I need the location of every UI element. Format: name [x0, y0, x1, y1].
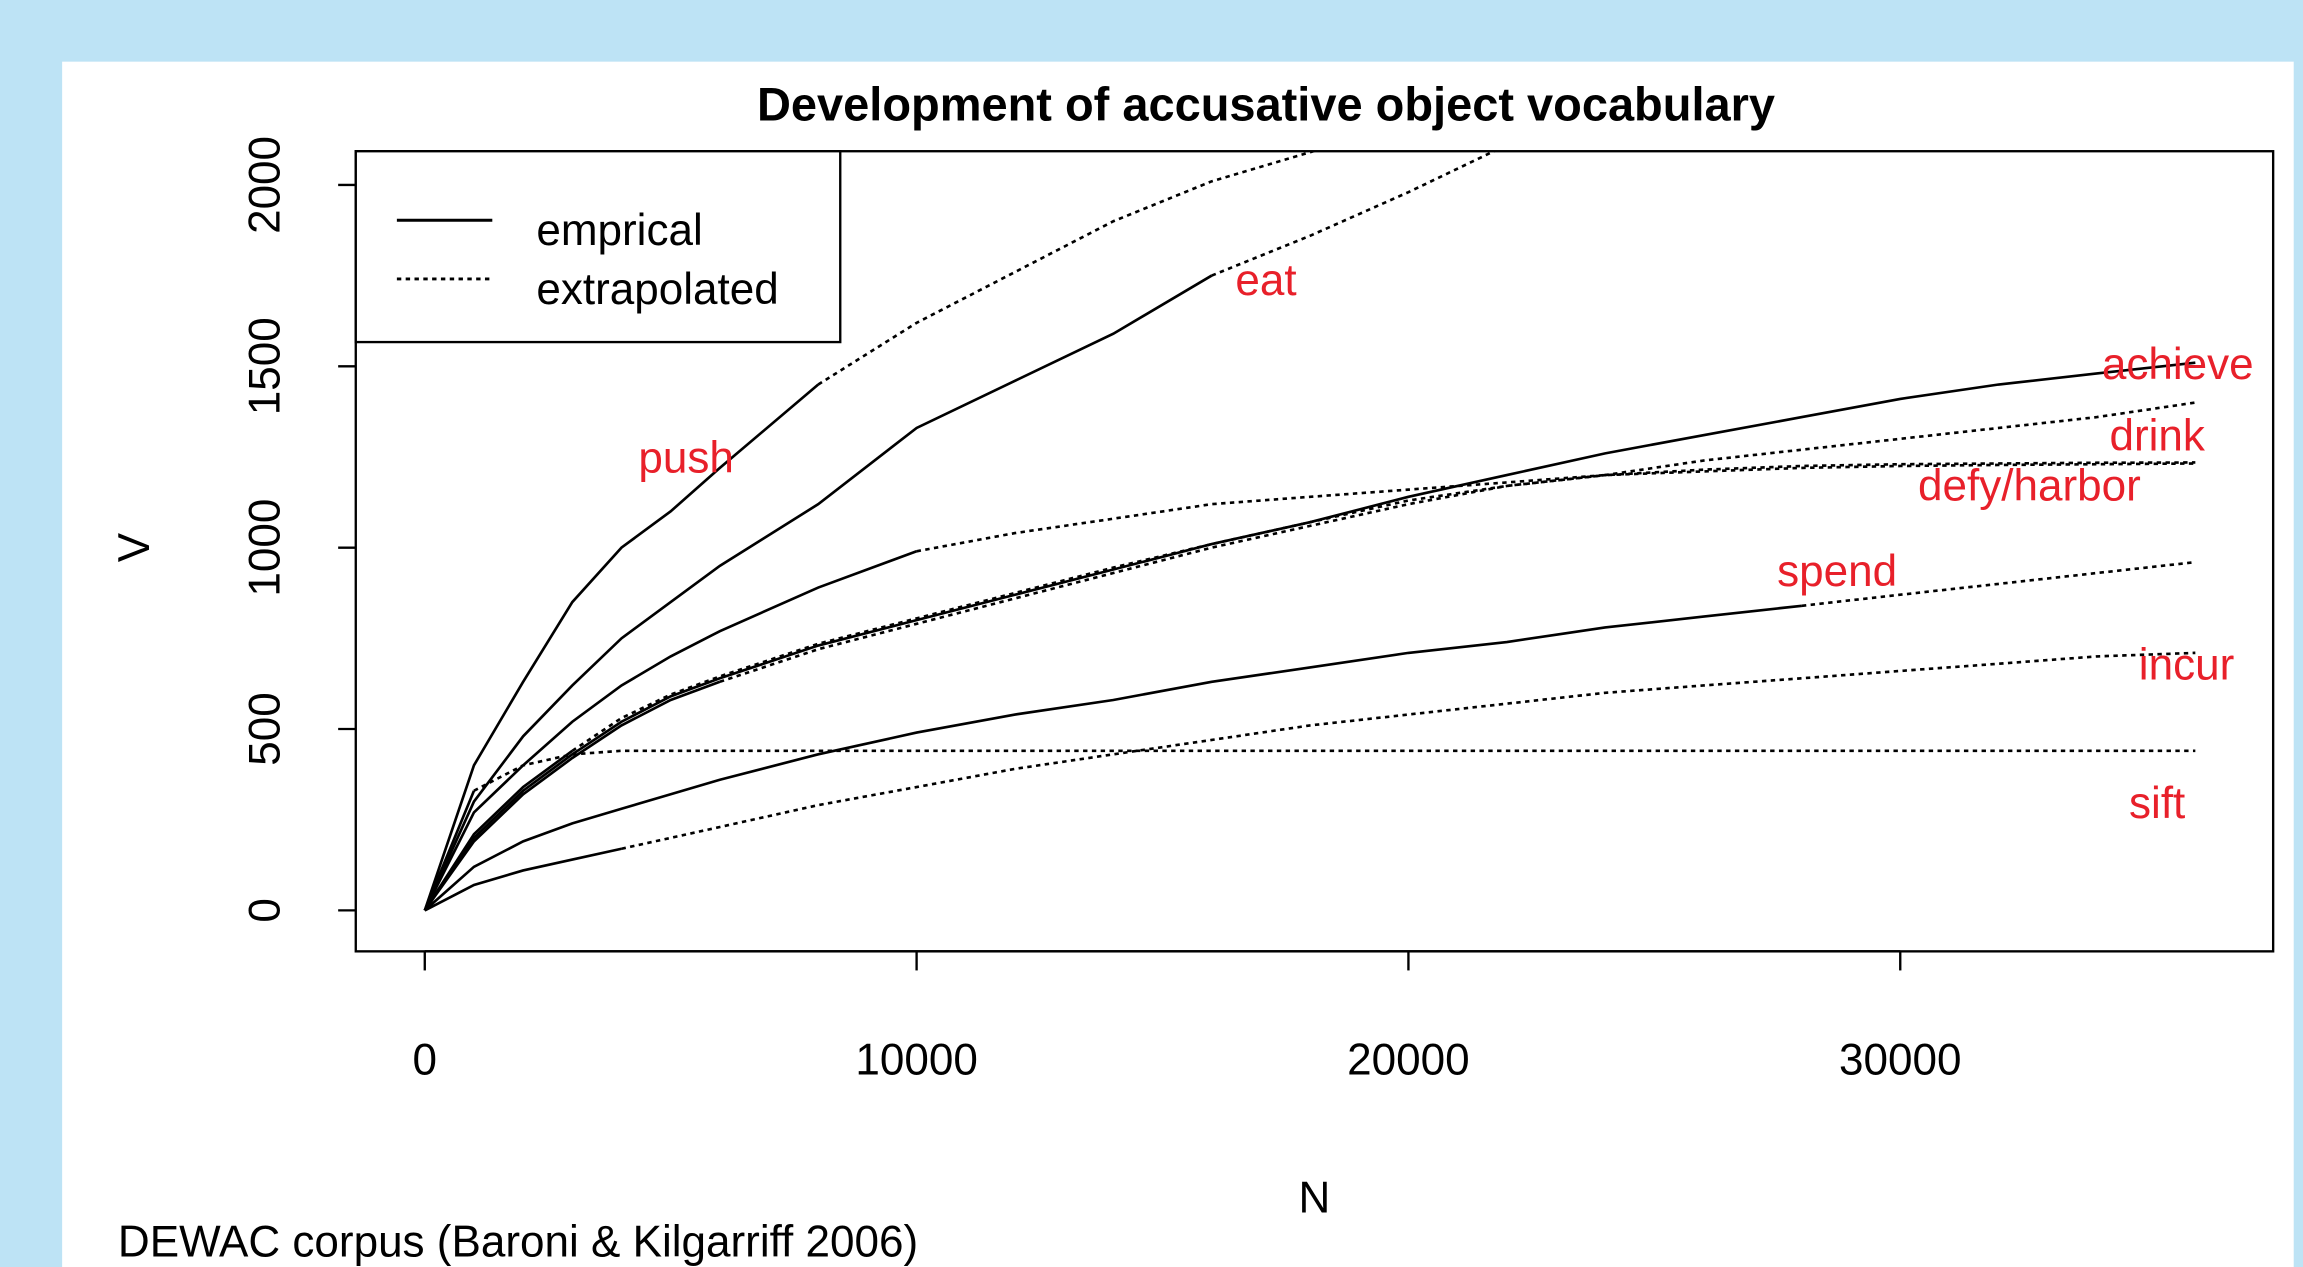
extrapolated-line: [817, 151, 1319, 386]
legend-label: extrapolated: [536, 265, 778, 314]
annotation: defy/harbor: [1918, 462, 2141, 511]
empirical-line: [423, 383, 820, 911]
chart-title: Development of accusative object vocabul…: [757, 77, 1775, 130]
annotation: eat: [1235, 256, 1296, 305]
extrapolated-line: [1801, 560, 2196, 608]
y-tick-label: 2000: [240, 136, 289, 234]
extrapolated-line: [1211, 151, 1497, 277]
extrapolated-line: [571, 401, 2196, 752]
annotation: push: [638, 434, 733, 483]
empirical-line: [423, 680, 721, 912]
annotation: incur: [2139, 641, 2234, 690]
annotation: sift: [2129, 779, 2185, 828]
empirical-line: [423, 749, 574, 912]
annotation: drink: [2109, 412, 2205, 461]
x-tick-label: 0: [413, 1036, 438, 1085]
empirical-line: [423, 550, 918, 911]
y-tick-label: 500: [240, 692, 289, 765]
caption: DEWAC corpus (Baroni & Kilgarriff 2006): [118, 1218, 918, 1267]
legend: emprical extrapolated: [354, 150, 842, 344]
annotation: spend: [1777, 547, 1897, 596]
lines: [423, 151, 2196, 912]
empirical-line: [423, 790, 476, 911]
x-axis-label: N: [1299, 1174, 1331, 1223]
extrapolated-line: [719, 461, 2196, 684]
extrapolated-line: [621, 651, 2196, 851]
legend-box: [354, 150, 842, 344]
empirical-line: [423, 361, 2196, 912]
x-tick-label: 20000: [1347, 1036, 1469, 1085]
empirical-line: [424, 847, 622, 912]
y-tick-label: 0: [240, 898, 289, 923]
x-tick-label: 30000: [1839, 1036, 1961, 1085]
empirical-line: [423, 274, 1213, 911]
legend-label: emprical: [536, 206, 702, 255]
extrapolated-line: [916, 462, 2196, 553]
annotation: achieve: [2102, 340, 2254, 389]
y-axis-label: V: [110, 532, 159, 562]
y-tick-label: 1500: [240, 317, 289, 415]
y-tick-label: 1000: [240, 499, 289, 597]
empirical-line: [423, 604, 1803, 912]
extrapolated-line: [473, 749, 2196, 792]
x-tick-label: 10000: [855, 1036, 977, 1085]
